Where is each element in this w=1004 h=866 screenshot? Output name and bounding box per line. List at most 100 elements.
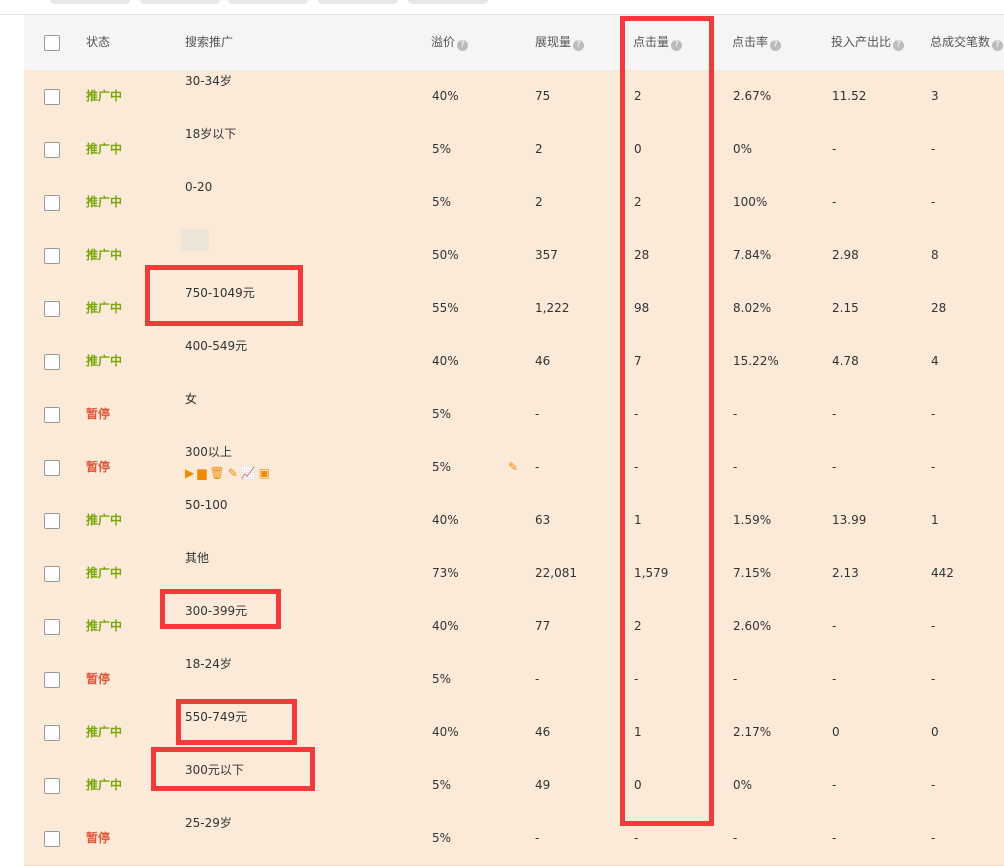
status-badge[interactable]: 推广中	[86, 725, 123, 739]
cell-roi: 2.13	[832, 566, 859, 580]
table-row: 推广中 30-34岁 40% 75 2 2.67% 11.52 3	[24, 70, 1004, 124]
cell-impressions: 46	[535, 354, 551, 368]
keyword-name: 50-100	[185, 498, 228, 512]
row-checkbox[interactable]	[44, 407, 60, 423]
table-header: 状态 搜索推广 溢价? 展现量? 点击量? 点击率? 投入产出比? 总成交笔数?	[24, 15, 1004, 70]
header-premium[interactable]: 溢价?	[431, 15, 469, 70]
header-status: 状态	[86, 35, 111, 49]
label: 点击量	[633, 35, 670, 49]
keyword-name: 25-29岁	[185, 816, 232, 830]
trash-icon[interactable]: 🗑	[209, 466, 228, 480]
cell-roi: -	[832, 142, 837, 156]
toolbar-button[interactable]	[318, 0, 398, 4]
row-checkbox[interactable]	[44, 831, 60, 847]
cell-ctr: -	[733, 831, 738, 845]
status-badge[interactable]: 暂停	[86, 831, 111, 845]
status-badge[interactable]: 推广中	[86, 195, 123, 209]
row-checkbox[interactable]	[44, 566, 60, 582]
status-badge[interactable]: 推广中	[86, 142, 123, 156]
toolbar-button[interactable]	[140, 0, 220, 4]
cell-clicks: 0	[634, 778, 642, 792]
row-checkbox[interactable]	[44, 89, 60, 105]
help-icon[interactable]: ?	[893, 40, 905, 51]
table-row: 暂停 25-29岁 5% - - - - -	[24, 812, 1004, 866]
cell-premium: 5%	[432, 831, 452, 845]
cell-roi: -	[832, 778, 837, 792]
cell-roi: -	[832, 195, 837, 209]
select-all-checkbox[interactable]	[44, 35, 60, 51]
cell-orders: -	[931, 831, 936, 845]
report-icon[interactable]: ▣	[258, 466, 274, 480]
status-badge[interactable]: 推广中	[86, 354, 123, 368]
chart-icon[interactable]: 📈	[240, 466, 259, 480]
calendar-icon[interactable]: ▆	[197, 466, 210, 480]
status-badge[interactable]: 推广中	[86, 619, 123, 633]
table-row: 暂停 18-24岁 5% - - - - -	[24, 653, 1004, 707]
cell-impressions: 22,081	[535, 566, 577, 580]
status-badge[interactable]: 推广中	[86, 301, 123, 315]
row-checkbox[interactable]	[44, 778, 60, 794]
cell-impressions: -	[535, 831, 540, 845]
header-ctr[interactable]: 点击率?	[732, 15, 782, 70]
cell-clicks: 2	[634, 195, 642, 209]
table-row: 推广中 18岁以下 5% 2 0 0% - -	[24, 123, 1004, 177]
help-icon[interactable]: ?	[770, 40, 782, 51]
cell-premium: 5%	[432, 142, 452, 156]
cell-premium: 40%	[432, 89, 459, 103]
row-checkbox[interactable]	[44, 301, 60, 317]
cell-ctr: 7.15%	[733, 566, 772, 580]
help-icon[interactable]: ?	[573, 40, 585, 51]
cell-orders: -	[931, 778, 936, 792]
cell-ctr: 15.22%	[733, 354, 779, 368]
status-badge[interactable]: 推广中	[86, 513, 123, 527]
header-impressions[interactable]: 展现量?	[535, 15, 585, 70]
status-badge[interactable]: 暂停	[86, 460, 111, 474]
row-checkbox[interactable]	[44, 460, 60, 476]
annotation-box	[176, 699, 297, 745]
row-checkbox[interactable]	[44, 195, 60, 211]
cell-impressions: 1,222	[535, 301, 570, 315]
help-icon[interactable]: ?	[671, 40, 683, 51]
row-checkbox[interactable]	[44, 513, 60, 529]
cell-premium: 5%	[432, 195, 452, 209]
cell-impressions: 2	[535, 195, 543, 209]
cell-premium: 40%	[432, 725, 459, 739]
header-roi[interactable]: 投入产出比?	[831, 15, 905, 70]
toolbar-button[interactable]	[228, 0, 308, 4]
cell-clicks: 0	[634, 142, 642, 156]
cell-impressions: 357	[535, 248, 558, 262]
cell-roi: 4.78	[832, 354, 859, 368]
toolbar-button[interactable]	[408, 0, 488, 4]
row-checkbox[interactable]	[44, 619, 60, 635]
cell-impressions: 63	[535, 513, 551, 527]
status-badge[interactable]: 推广中	[86, 248, 123, 262]
keyword-name: 18-24岁	[185, 657, 232, 671]
cell-roi: -	[832, 672, 837, 686]
edit-premium-icon[interactable]: ✎	[508, 460, 519, 474]
header-clicks[interactable]: 点击量?	[633, 15, 683, 70]
toolbar-button[interactable]	[50, 0, 130, 4]
status-badge[interactable]: 推广中	[86, 89, 123, 103]
row-checkbox[interactable]	[44, 248, 60, 264]
pencil-icon[interactable]: ✎	[227, 466, 241, 480]
row-actions: ▶▆🗑✎📈▣	[185, 466, 273, 480]
play-icon[interactable]: ▶	[185, 466, 198, 480]
label: 投入产出比	[831, 35, 892, 49]
help-icon[interactable]: ?	[992, 40, 1004, 51]
row-checkbox[interactable]	[44, 725, 60, 741]
status-badge[interactable]: 推广中	[86, 778, 123, 792]
row-checkbox[interactable]	[44, 142, 60, 158]
row-checkbox[interactable]	[44, 672, 60, 688]
status-badge[interactable]: 推广中	[86, 566, 123, 580]
status-badge[interactable]: 暂停	[86, 407, 111, 421]
cell-premium: 5%	[432, 672, 452, 686]
cell-roi: -	[832, 831, 837, 845]
header-orders[interactable]: 总成交笔数?	[930, 15, 1004, 70]
annotation-box-clicks	[620, 16, 714, 826]
row-checkbox[interactable]	[44, 354, 60, 370]
status-badge[interactable]: 暂停	[86, 672, 111, 686]
cell-impressions: -	[535, 460, 540, 474]
help-icon[interactable]: ?	[457, 40, 469, 51]
cell-roi: 11.52	[832, 89, 867, 103]
keyword-name: 女	[185, 392, 198, 406]
